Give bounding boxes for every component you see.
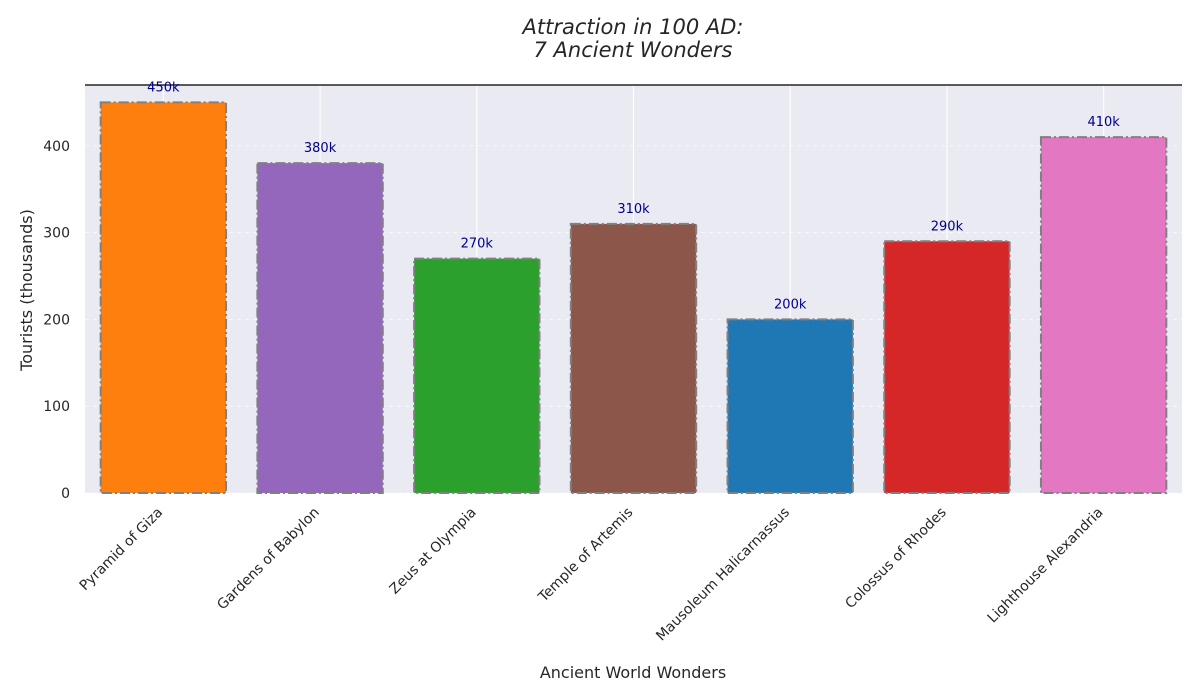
x-tick-label: Zeus at Olympia [387, 505, 480, 598]
y-tick-label: 0 [61, 486, 70, 502]
data-label: 380k [304, 141, 337, 156]
chart-title-line-1: Attraction in 100 AD: [521, 15, 744, 39]
x-tick-label: Mausoleum Halicarnassus [653, 505, 793, 645]
data-label: 450k [147, 80, 180, 95]
chart-title-line-2: 7 Ancient Wonders [534, 38, 733, 62]
bar-temple-of-artemis [569, 222, 698, 494]
bar-pyramid-of-giza [99, 101, 228, 495]
y-tick-label: 300 [43, 226, 70, 242]
y-tick-label: 100 [43, 399, 70, 415]
y-axis-label: Tourists (thousands) [17, 209, 36, 372]
data-label: 310k [617, 202, 650, 217]
y-tick-label: 400 [43, 139, 70, 155]
bar-zeus-at-olympia [413, 257, 541, 495]
x-tick-label: Colossus of Rhodes [842, 505, 949, 612]
data-label: 200k [774, 297, 807, 312]
data-label: 410k [1087, 115, 1120, 130]
x-tick-label: Lighthouse Alexandria [985, 505, 1107, 627]
x-axis-label: Ancient World Wonders [540, 663, 726, 682]
x-tick-label: Gardens of Babylon [214, 505, 323, 614]
bar-mausoleum-halicarnassus [726, 318, 854, 494]
y-tick-label: 200 [43, 312, 70, 328]
x-tick-label: Temple of Artemis [535, 505, 636, 606]
x-tick-label: Pyramid of Giza [77, 505, 166, 594]
data-label: 290k [931, 219, 964, 234]
bar-colossus-of-rhodes [883, 240, 1011, 494]
bar-gardens-of-babylon [256, 162, 384, 494]
bar-lighthouse-alexandria [1039, 136, 1168, 494]
data-label: 270k [461, 237, 494, 252]
